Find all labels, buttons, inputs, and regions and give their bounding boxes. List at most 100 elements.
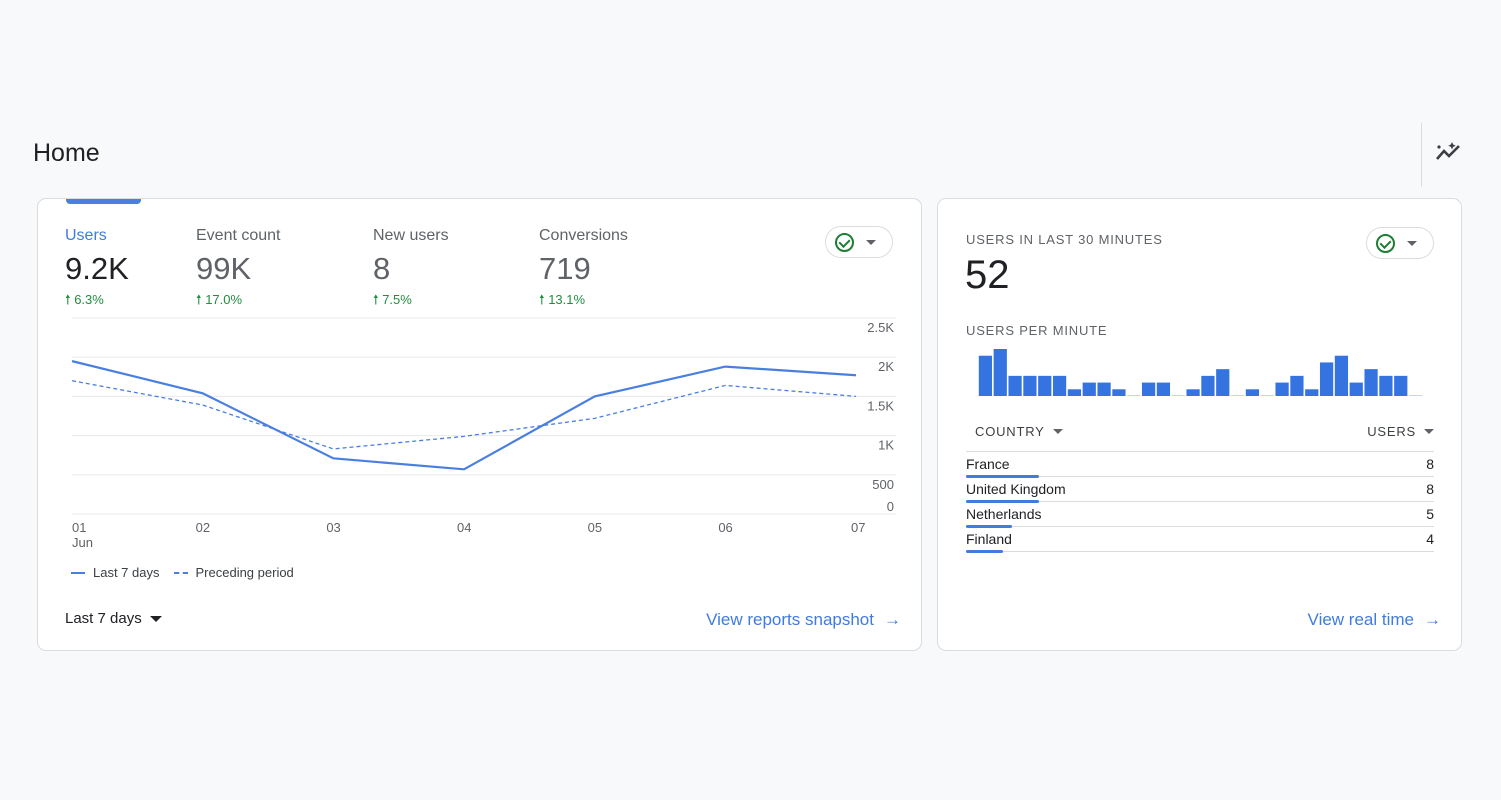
caret-down-icon: [1052, 429, 1063, 434]
minute-bar: [1334, 355, 1349, 396]
arrow-up-icon: 🠕: [373, 292, 379, 307]
minute-bar: [1319, 362, 1334, 396]
user-count: 8: [1426, 456, 1434, 472]
arrow-up-icon: 🠕: [196, 292, 202, 307]
date-range-dropdown[interactable]: Last 7 days: [65, 610, 162, 627]
minute-bar: [1201, 375, 1215, 396]
link-label: View reports snapshot: [706, 610, 874, 629]
minute-bar: [1408, 395, 1423, 396]
link-label: View real time: [1307, 610, 1414, 629]
country-name: France: [966, 456, 1010, 472]
caret-down-icon: [149, 615, 162, 622]
divider: [1421, 123, 1422, 187]
share-bar: [966, 500, 1039, 503]
minute-bar: [993, 349, 1007, 396]
line-chart: 0 500 1K 1.5K 2K 2.5K 01 02 03 04 05 06 07 Jun: [71, 317, 896, 550]
y-tick-label: 2K: [878, 359, 894, 374]
minute-bar: [1230, 395, 1245, 396]
metric-tab-new-users[interactable]: New users 8 🠕 7.5%: [373, 227, 449, 313]
check-circle-icon: [835, 232, 854, 252]
metric-value: 719: [539, 251, 591, 286]
country-row[interactable]: France 8: [966, 452, 1434, 478]
minute-bar: [1364, 369, 1378, 396]
minute-bar: [1156, 382, 1171, 396]
share-bar: [966, 550, 1003, 553]
y-tick-label: 1.5K: [867, 398, 894, 413]
minute-bar: [1379, 375, 1393, 396]
metric-change: 7.5%: [382, 292, 412, 307]
view-real-time-link[interactable]: View real time →: [1308, 610, 1441, 630]
country-name: Finland: [966, 531, 1012, 547]
arrow-right-icon: →: [884, 610, 901, 629]
minute-bar: [1394, 375, 1408, 396]
user-count: 5: [1426, 506, 1434, 522]
metric-change: 13.1%: [548, 292, 586, 307]
realtime-value: 52: [965, 253, 1010, 297]
minute-bar: [1112, 389, 1126, 396]
x-tick-label: 03: [326, 520, 340, 535]
legend-label: Preceding period: [195, 565, 294, 580]
country-row[interactable]: Netherlands 5: [966, 502, 1434, 528]
arrow-up-icon: 🠕: [65, 292, 71, 307]
minute-bar: [1023, 375, 1037, 396]
minute-bar: [978, 355, 993, 396]
share-bar: [966, 525, 1012, 528]
x-tick-label: 04: [457, 520, 471, 535]
country-name: United Kingdom: [966, 481, 1066, 497]
y-tick-label: 500: [872, 477, 894, 492]
country-column-header[interactable]: COUNTRY: [975, 424, 1063, 439]
metric-value: 9.2K: [65, 251, 129, 286]
metric-change: 17.0%: [205, 292, 243, 307]
per-minute-label: USERS PER MINUTE: [966, 323, 1108, 338]
legend-solid-swatch: [71, 571, 85, 574]
realtime-title: USERS IN LAST 30 MINUTES: [966, 232, 1163, 247]
data-quality-dropdown[interactable]: [825, 226, 893, 258]
legend-dashed-swatch: [173, 571, 188, 574]
user-count: 4: [1426, 531, 1434, 547]
minute-bar: [1082, 382, 1096, 396]
x-tick-label: 06: [718, 520, 732, 535]
column-label: COUNTRY: [975, 424, 1045, 439]
metric-label: New users: [373, 227, 449, 244]
minute-bar: [1008, 375, 1022, 396]
y-tick-label: 1K: [878, 438, 894, 453]
arrow-right-icon: →: [1424, 610, 1441, 629]
minute-bar: [1127, 395, 1141, 396]
metric-label: Conversions: [539, 227, 628, 244]
users-per-minute-chart: [978, 349, 1423, 396]
realtime-card: USERS IN LAST 30 MINUTES 52 USERS PER MI…: [937, 198, 1462, 651]
user-count: 8: [1426, 481, 1434, 497]
active-tab-indicator: [66, 199, 141, 204]
caret-down-icon: [866, 239, 876, 245]
x-tick-label: 07: [851, 520, 865, 535]
legend-label: Last 7 days: [93, 565, 160, 580]
share-bar: [966, 475, 1039, 478]
minute-bar: [1305, 389, 1319, 396]
minute-bar: [1141, 382, 1156, 396]
metric-tab-event-count[interactable]: Event count 99K 🠕 17.0%: [196, 227, 281, 313]
x-tick-label: 05: [588, 520, 602, 535]
country-row[interactable]: United Kingdom 8: [966, 477, 1434, 503]
metric-label: Event count: [196, 227, 281, 244]
minute-bar: [1245, 389, 1260, 396]
y-tick-label: 2.5K: [867, 320, 894, 335]
data-quality-dropdown[interactable]: [1366, 227, 1434, 259]
users-column-header[interactable]: USERS: [1367, 424, 1434, 439]
column-label: USERS: [1367, 424, 1416, 439]
metric-tab-conversions[interactable]: Conversions 719 🠕 13.1%: [539, 227, 628, 313]
metric-value: 99K: [196, 251, 252, 286]
chart-legend: Last 7 days Preceding period: [71, 565, 294, 580]
metric-tab-users[interactable]: Users 9.2K 🠕 6.3%: [65, 227, 129, 313]
minute-bar: [1260, 395, 1274, 396]
insights-sparkle-icon[interactable]: [1434, 140, 1464, 164]
arrow-up-icon: 🠕: [539, 292, 545, 307]
country-row[interactable]: Finland 4: [966, 527, 1434, 553]
view-reports-snapshot-link[interactable]: View reports snapshot →: [706, 610, 901, 630]
metric-value: 8: [373, 251, 391, 286]
minute-bar: [1052, 375, 1067, 396]
minute-bar: [1067, 389, 1082, 396]
y-tick-label: 0: [887, 499, 894, 514]
caret-down-icon: [1424, 429, 1434, 434]
metric-change: 6.3%: [74, 292, 104, 307]
caret-down-icon: [1407, 240, 1417, 246]
